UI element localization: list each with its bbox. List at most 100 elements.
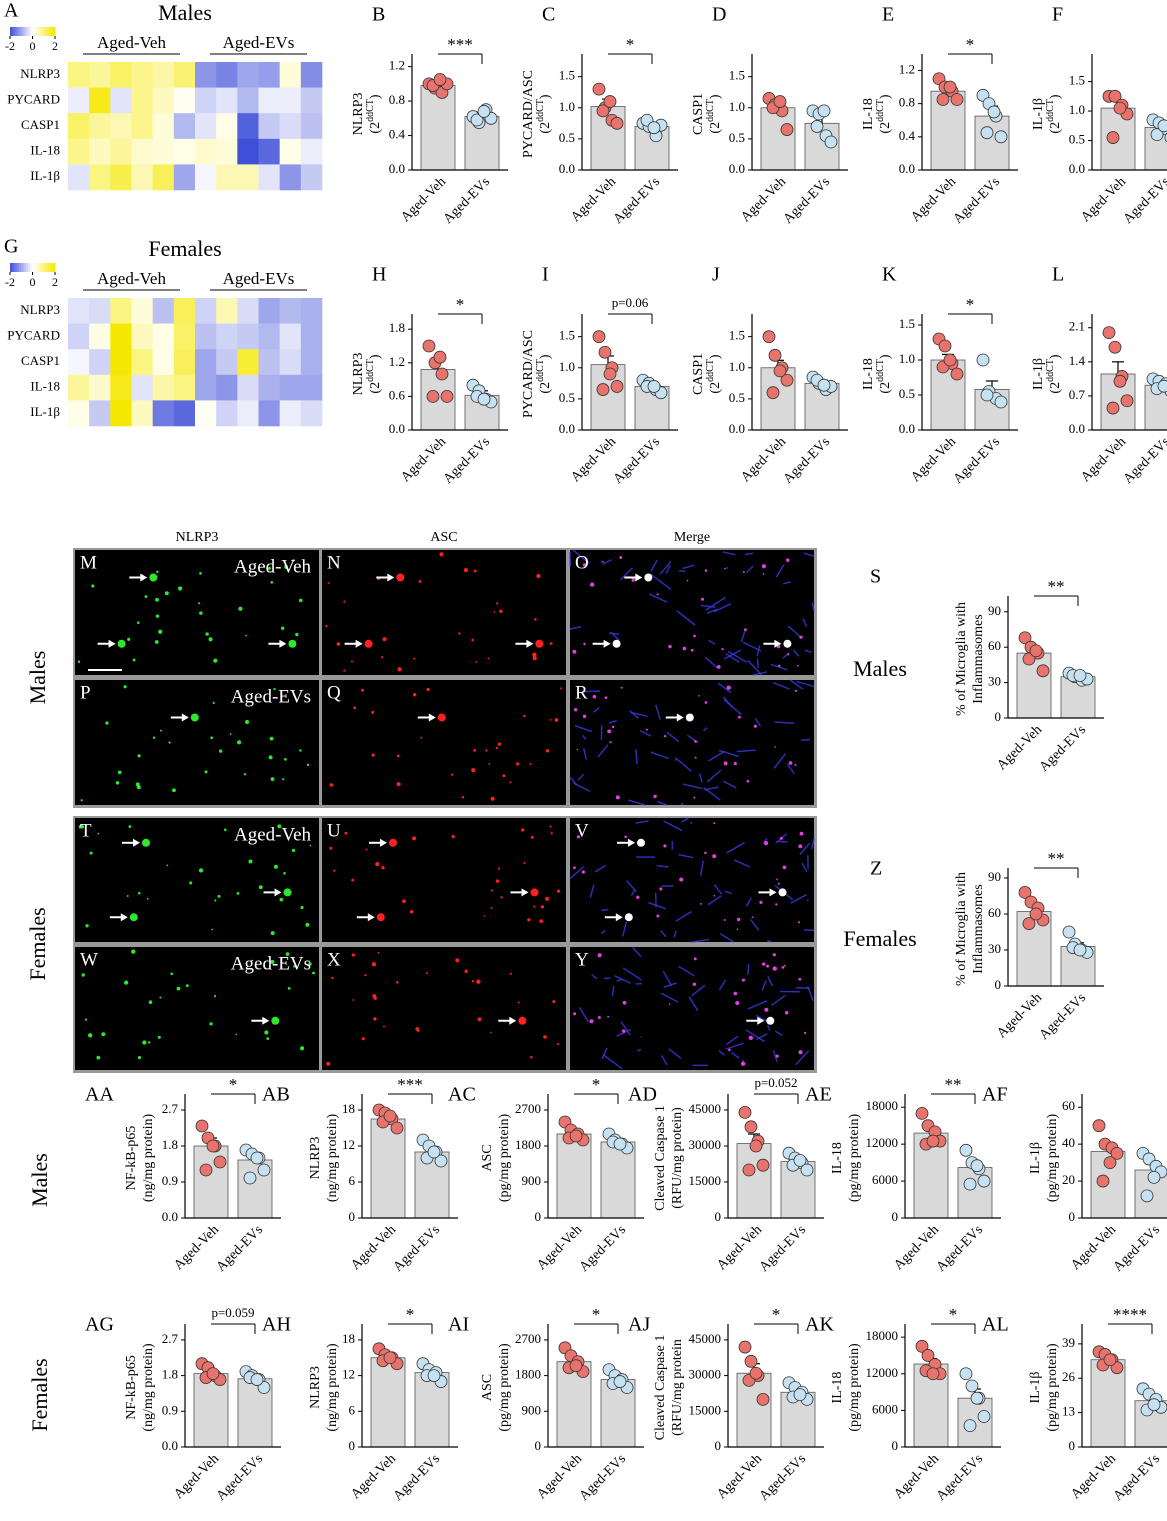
speckle [170,972,174,976]
speckle [748,1035,754,1041]
data-point [1102,326,1116,340]
data-point [1096,1174,1110,1188]
speckle [420,736,423,739]
panel-letter: AI [448,1314,469,1336]
speckle [804,1031,807,1034]
y-tick-label: 1800 [515,1367,541,1382]
speckle [668,644,672,649]
y-tick-label: 2700 [515,1101,541,1116]
heatmap-cell [300,349,323,376]
speckle [455,958,460,963]
y-axis-label: ASC [480,1144,495,1171]
puncta [637,838,645,847]
microglia-process [766,1024,771,1031]
heatmap-cell [300,138,323,165]
speckle [549,642,553,645]
y-tick-label: 900 [522,1402,542,1417]
section-label: Males [27,1153,52,1207]
heatmap-cell [131,374,153,401]
heatmap-cell [279,164,302,191]
speckle [295,632,299,637]
speckle [80,824,85,829]
colorbar-tick-label: 0 [30,275,36,289]
heatmap-cell [131,349,153,376]
colorbar-cell [52,27,56,36]
speckle [115,781,120,785]
speckle [381,656,384,659]
microglia-process [635,820,649,824]
microglia-process [659,560,672,575]
microglia-process [573,782,591,792]
y-tick-label: 18 [342,1101,355,1116]
speckle [692,982,697,987]
significance: * [966,35,975,54]
speckle [371,710,375,714]
puncta [283,888,292,897]
data-point [738,1106,752,1119]
colorbar-cell [48,263,51,272]
microglia-process [601,908,609,912]
speckle [521,828,525,832]
speckle [576,835,580,839]
panel-letter: N [327,552,341,573]
data-point [1103,1156,1117,1170]
speckle [291,848,296,852]
speckle [485,749,488,752]
colorbar-cell [21,27,24,36]
microglia-process [706,769,722,783]
heatmap-cell [173,349,196,376]
significance: * [456,295,465,314]
speckle [279,897,284,902]
arrow-head [367,913,375,922]
panel-letter: AG [85,1314,114,1336]
heatmap-cell [300,400,323,427]
data-point [994,395,1008,409]
microglia-process [806,985,814,1002]
speckle [166,864,169,867]
speckle [154,640,159,644]
speckle [136,621,140,624]
y-axis-label: IL-18 [861,358,876,390]
microglia-process [799,842,811,856]
significance: * [229,1075,238,1094]
microglia-process [756,658,759,669]
data-point [1022,917,1036,930]
speckle [105,721,109,725]
microglia-process [713,883,723,895]
unit-base: (2 [708,382,723,394]
microglia-process [725,652,740,663]
speckle [774,746,776,748]
speckle [693,796,696,799]
colorbar-cell [30,263,33,272]
unit-sup: ddCT [535,99,546,122]
y-tick-label: 1.8 [162,1367,178,1382]
arrow-head [355,639,363,648]
data-point [426,389,440,403]
unit-sup: ddCT [875,359,886,382]
speckle [499,609,503,614]
speckle [373,996,377,1000]
speckle [84,1018,88,1021]
speckle [123,685,127,689]
y-tick-label: 0.8 [899,95,915,110]
speckle [523,714,526,718]
heatmap-cell [131,400,153,427]
speckle [530,835,534,839]
colorbar-cell [32,263,36,272]
arrow-head [774,639,782,648]
row-label: IL-1β [30,168,60,183]
data-point [1106,401,1120,415]
data-point [980,388,994,402]
data-point [477,105,491,118]
microglia-process [622,967,642,981]
speckle [176,986,181,991]
speckle [361,1037,365,1041]
panel-letter: O [575,552,589,573]
channel-label: ASC [430,530,457,545]
speckle [653,794,657,799]
speckle [377,951,380,954]
puncta [685,713,694,722]
heatmap-cell [110,164,132,191]
microglia-process [660,1055,668,1066]
microglia-process [635,982,642,985]
